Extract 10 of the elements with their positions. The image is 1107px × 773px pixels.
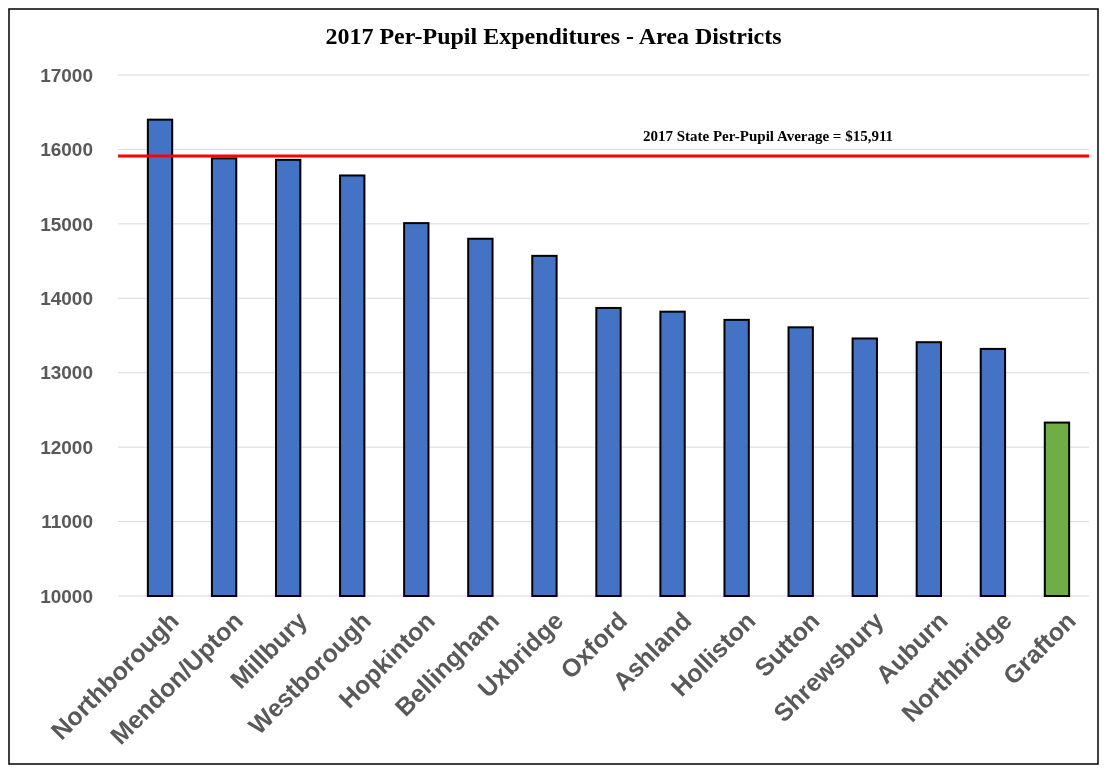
y-tick-label: 14000: [40, 287, 93, 309]
y-tick-label: 17000: [40, 64, 93, 86]
y-tick-label: 13000: [40, 362, 93, 384]
y-tick-label: 10000: [40, 585, 93, 607]
chart-title: 2017 Per-Pupil Expenditures - Area Districts: [325, 23, 782, 49]
y-tick-label: 15000: [40, 213, 93, 235]
ref-line-label: 2017 State Per-Pupil Average = $15,911: [642, 128, 894, 145]
y-tick-label: 11000: [41, 511, 93, 533]
y-tick-label: 16000: [40, 139, 93, 161]
y-tick-label: 12000: [40, 436, 93, 458]
